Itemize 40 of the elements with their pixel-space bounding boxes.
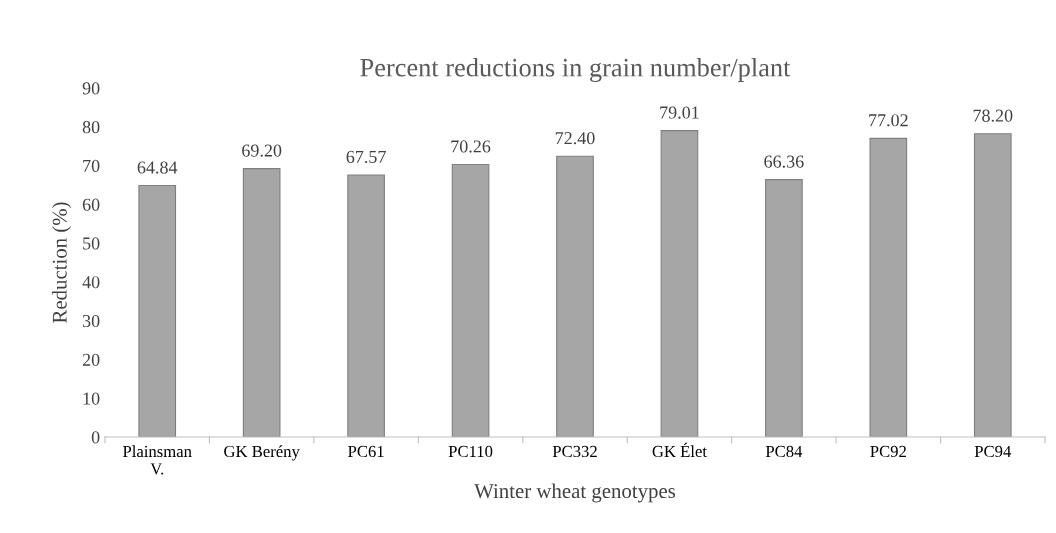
x-tick-label: PC92 [870,445,906,458]
bar [660,130,699,437]
x-tick-label: PC84 [765,445,803,458]
data-label: 64.84 [137,161,178,174]
bar [347,174,385,437]
x-tick-label: PC61 [348,445,384,458]
x-tick-label: PC332 [552,445,597,458]
y-tick-label: 30 [82,314,100,328]
bar [765,179,803,437]
data-label: 66.36 [764,155,804,168]
y-tick-label: 0 [91,431,100,444]
data-label: 79.01 [660,106,699,119]
y-tick-label: 60 [82,198,100,211]
x-tick-label: PC94 [974,445,1012,458]
y-tick-label: 20 [82,353,100,366]
y-tick-label: 70 [83,159,100,172]
x-tick-label: GK Berény [224,445,300,461]
y-tick-label: 50 [83,237,100,250]
data-label: 77.02 [869,114,908,127]
x-axis-title: Winter wheat genotypes [474,483,676,503]
data-label: 78.20 [973,109,1013,122]
y-tick-label: 90 [82,82,100,95]
y-axis-title: Reduction (%) [52,202,71,323]
data-label: 72.40 [555,132,595,145]
bar [869,137,908,437]
y-tick-label: 80 [82,121,100,134]
bar [242,168,281,437]
data-label: 69.20 [242,144,282,157]
bar [556,155,594,437]
y-tick-label: 10 [83,392,100,405]
bar [973,133,1012,437]
x-tick-label: GK Élet [652,442,707,458]
data-label: 70.26 [451,140,491,153]
chart-title: Percent reductions in grain number/plant [360,58,791,82]
x-tick-label: Plainsman V. [122,445,192,475]
bar [451,163,490,437]
y-tick-label: 40 [82,276,100,289]
bar [138,185,177,437]
data-label: 67.57 [346,150,386,164]
x-tick-label: PC110 [448,445,493,458]
